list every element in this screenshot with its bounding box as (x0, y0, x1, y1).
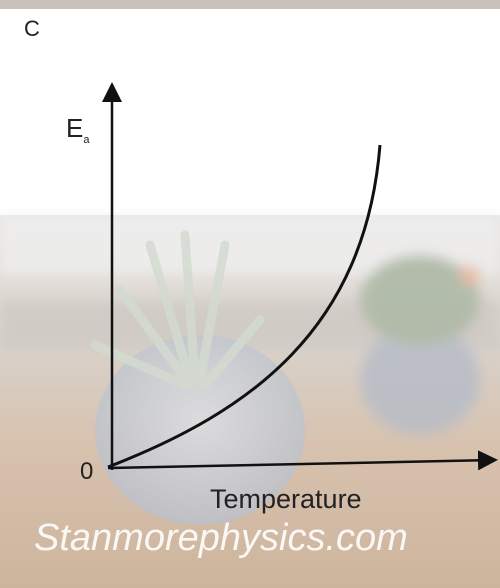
y-axis-symbol: E (66, 113, 83, 143)
watermark: Stanmorephysics.com (34, 517, 408, 559)
figure-label: C (24, 16, 40, 41)
x-axis-label: Temperature (210, 484, 362, 514)
curve (107, 144, 382, 469)
y-axis-subscript: a (83, 134, 90, 146)
photo-strip (0, 0, 500, 9)
x-axis (107, 450, 498, 471)
background-photo (0, 215, 500, 588)
origin-label: 0 (80, 458, 93, 485)
y-axis-label: Ea (66, 113, 90, 146)
